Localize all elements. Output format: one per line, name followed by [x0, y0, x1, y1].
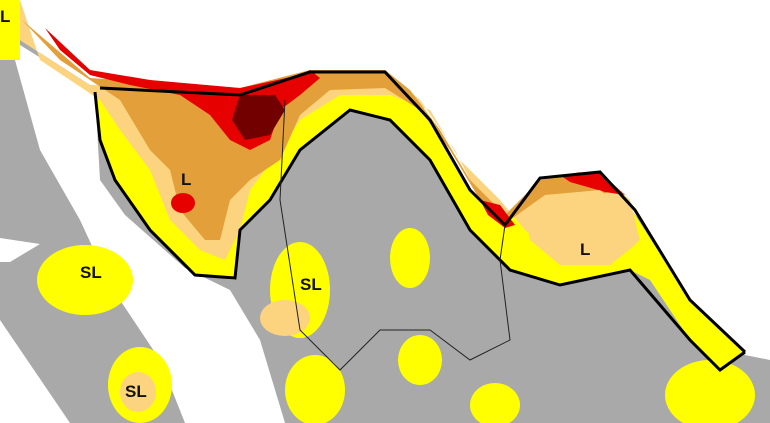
label-long-term-baja-north: L — [0, 7, 10, 26]
label-short-long-baja: SL — [80, 263, 102, 282]
severe-north — [22, 20, 615, 240]
extreme-tamaulipas — [560, 172, 625, 195]
moderate-sl-sinaloa — [260, 300, 310, 336]
pacific-ocean — [0, 238, 40, 262]
gulf-of-mexico — [640, 175, 770, 360]
moderate-sl-baja-south — [120, 372, 156, 412]
pacific-ocean-south — [0, 320, 70, 423]
moderate-tamaulipas — [525, 190, 635, 265]
label-short-long-baja-south: SL — [125, 382, 147, 401]
state-borders — [279, 99, 511, 371]
label-long-term-tamaulipas: L — [580, 240, 590, 259]
dry-patch-5 — [665, 360, 755, 423]
dry-sl-baja — [37, 245, 133, 315]
dry-patch-4 — [470, 383, 520, 423]
dry-patch-1 — [390, 228, 430, 288]
dry-patch-3 — [285, 355, 345, 423]
label-long-term-sonora: L — [181, 170, 191, 189]
dry-patch-2 — [398, 335, 442, 385]
drought-boundary-inner — [93, 91, 746, 372]
extreme-spot — [171, 193, 195, 213]
abnormally-dry-baja — [0, 0, 20, 60]
gulf-of-california — [15, 45, 285, 423]
exceptional-core — [232, 95, 285, 140]
drought-boundary-north — [99, 70, 747, 354]
label-short-long-sinaloa: SL — [300, 275, 322, 294]
